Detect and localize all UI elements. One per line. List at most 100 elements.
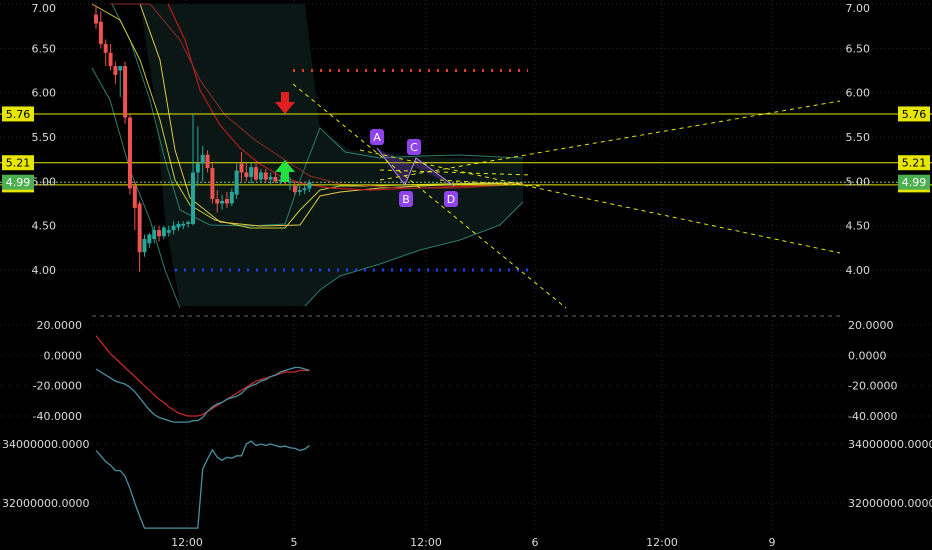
osc-tick-label-right: 20.0000 <box>848 319 894 332</box>
candle-body <box>239 163 244 173</box>
candle <box>103 39 108 67</box>
candle-body <box>297 190 302 192</box>
indicator-bands <box>91 3 524 309</box>
price-tag-bg <box>898 106 930 122</box>
candle-body <box>103 43 108 53</box>
pattern-point-badge <box>407 139 421 155</box>
candle <box>186 220 191 228</box>
price-tag-left: 5.21 <box>2 155 34 171</box>
y-tick-label-left: 6.00 <box>32 87 57 100</box>
candle-body <box>108 52 113 67</box>
ma-gold <box>139 3 524 227</box>
band-lower <box>304 201 524 307</box>
candle-body <box>258 172 263 180</box>
pattern-point-label: D <box>447 193 455 206</box>
harmonic-pattern: A B C D <box>292 83 841 309</box>
candle <box>215 190 220 213</box>
price-tag-bg <box>2 155 34 171</box>
candle <box>108 43 113 71</box>
pattern-point-label: A <box>373 131 381 144</box>
candle <box>278 175 283 185</box>
vol-tick-label-right: 32000000.0000 <box>848 497 932 510</box>
candle-body <box>254 167 259 180</box>
candle-body <box>132 185 137 208</box>
y-tick-label-right: 5.50 <box>846 131 871 144</box>
candle <box>137 200 142 272</box>
candle-body <box>234 170 239 195</box>
candle-body <box>307 182 312 189</box>
candle-body <box>113 66 118 75</box>
vol-tick-label-left: 34000000.0000 <box>2 438 89 451</box>
candle-body <box>292 185 297 192</box>
y-tick-label-right: 6.00 <box>846 87 871 100</box>
y-tick-label-right: 6.50 <box>846 42 871 55</box>
candle-body <box>288 181 292 183</box>
pattern-path <box>376 147 455 187</box>
candle-body <box>224 199 229 204</box>
candle-body <box>302 188 307 191</box>
candle-body <box>171 225 176 231</box>
candle <box>195 126 200 186</box>
candle <box>98 11 103 49</box>
y-tick-label-right: 5.00 <box>846 175 871 188</box>
candle <box>191 113 195 226</box>
ma-darkred <box>110 3 524 189</box>
price-tag-left: 5.76 <box>2 106 34 122</box>
pattern-fill <box>377 148 454 186</box>
y-tick-label-right: 4.50 <box>846 220 871 233</box>
candle <box>224 191 229 208</box>
candle <box>254 161 259 182</box>
pattern-point-c: C <box>407 139 421 155</box>
candle-body <box>244 172 249 177</box>
y-tick-label-right: 7.00 <box>846 2 871 15</box>
candle <box>152 225 157 244</box>
vol-tick-label-right: 34000000.0000 <box>848 438 932 451</box>
price-tag-label: 5.21 <box>902 157 927 170</box>
candle-body <box>98 21 103 44</box>
candle-body <box>142 238 147 253</box>
candle-body <box>229 191 234 204</box>
x-tick-label: 6 <box>532 536 539 549</box>
candle <box>118 66 123 98</box>
pattern-point-badge <box>370 129 384 145</box>
candle <box>171 221 176 235</box>
osc-tick-label-left: 0.0000 <box>44 349 83 362</box>
candle <box>244 163 249 182</box>
price-tag-bg <box>2 106 34 122</box>
candle <box>268 172 273 184</box>
pattern-point-b: B <box>399 191 413 207</box>
x-tick-label: 12:00 <box>171 536 203 549</box>
candle <box>234 163 239 200</box>
candle-body <box>176 223 181 228</box>
candle-body <box>210 168 215 200</box>
up-arrow-icon <box>275 160 295 182</box>
price-tag-left: 4.99 <box>2 174 34 190</box>
osc-tick-label-right: -40.0000 <box>848 410 897 423</box>
candle <box>229 188 234 207</box>
price-tag-right: 5.21 <box>898 155 930 171</box>
candle <box>249 163 254 184</box>
candle <box>210 163 215 204</box>
osc-tick-label-left: -40.0000 <box>33 410 82 423</box>
candle-body <box>273 176 278 182</box>
oscillator-line <box>95 366 310 423</box>
candle-body <box>166 230 171 233</box>
candle-body <box>94 14 98 24</box>
candle-body <box>205 154 210 169</box>
signal-arrows <box>275 92 295 182</box>
oscillator-panel <box>95 335 310 423</box>
x-tick-label: 12:00 <box>410 536 442 549</box>
pattern-point-a: A <box>370 129 384 145</box>
candle-body <box>215 199 220 204</box>
candle-body <box>123 66 128 118</box>
price-tag-label: 5.76 <box>6 108 31 121</box>
pattern-point-label: B <box>402 193 410 206</box>
y-tick-label-left: 6.50 <box>32 42 57 55</box>
candle <box>263 168 268 184</box>
osc-tick-label-left: 20.0000 <box>37 319 83 332</box>
pattern-point-badge <box>444 191 458 207</box>
candle-body <box>195 163 200 173</box>
candle <box>200 145 205 182</box>
